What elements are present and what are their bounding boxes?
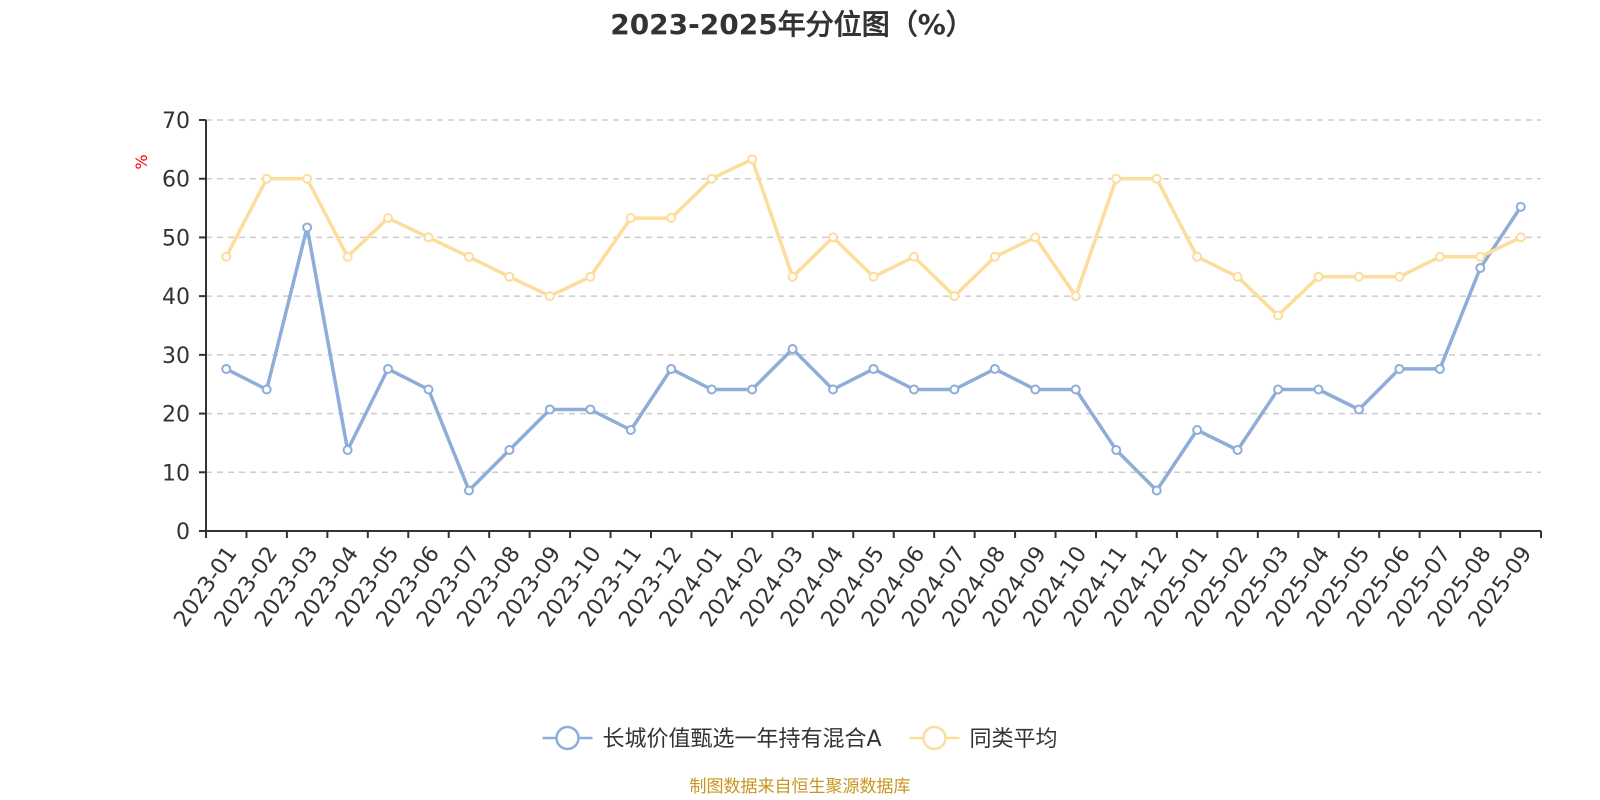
data-point[interactable] xyxy=(221,363,232,374)
data-point[interactable] xyxy=(787,271,798,282)
y-tick-label: 10 xyxy=(162,461,190,486)
data-point[interactable] xyxy=(706,384,717,395)
data-point[interactable] xyxy=(828,384,839,395)
y-tick-label: 50 xyxy=(162,226,190,251)
data-point[interactable] xyxy=(1192,425,1203,436)
data-point[interactable] xyxy=(342,444,353,455)
data-point[interactable] xyxy=(1030,232,1041,243)
data-point[interactable] xyxy=(1070,384,1081,395)
y-tick-label: 40 xyxy=(162,285,190,310)
data-point[interactable] xyxy=(1515,201,1526,212)
y-axis-unit-label: % xyxy=(132,154,151,169)
data-point[interactable] xyxy=(1313,384,1324,395)
data-point[interactable] xyxy=(1313,271,1324,282)
data-point[interactable] xyxy=(868,271,879,282)
data-point[interactable] xyxy=(423,232,434,243)
data-point[interactable] xyxy=(706,173,717,184)
chart-title: 2023-2025年分位图（%） xyxy=(610,8,974,41)
data-point[interactable] xyxy=(342,251,353,262)
data-point[interactable] xyxy=(1070,291,1081,302)
data-point[interactable] xyxy=(302,222,313,233)
data-point[interactable] xyxy=(585,404,596,415)
y-tick-label: 70 xyxy=(162,109,190,134)
series-2 xyxy=(221,154,1526,321)
data-point[interactable] xyxy=(1353,404,1364,415)
data-point[interactable] xyxy=(1475,251,1486,262)
legend-swatch-marker xyxy=(922,725,947,751)
data-point[interactable] xyxy=(1030,384,1041,395)
data-point[interactable] xyxy=(1434,363,1445,374)
data-point[interactable] xyxy=(423,384,434,395)
data-point[interactable] xyxy=(1394,271,1405,282)
data-point[interactable] xyxy=(908,251,919,262)
y-tick-label: 0 xyxy=(176,520,190,545)
data-point[interactable] xyxy=(221,251,232,262)
y-tick-label: 20 xyxy=(162,403,190,428)
y-tick-label: 30 xyxy=(162,344,190,369)
legend-label: 同类平均 xyxy=(970,727,1058,752)
data-point[interactable] xyxy=(625,425,636,436)
data-point[interactable] xyxy=(666,363,677,374)
series-lines xyxy=(221,154,1526,496)
data-point[interactable] xyxy=(666,213,677,224)
legend: 长城价值甄选一年持有混合A 同类平均 xyxy=(542,725,1058,752)
data-point[interactable] xyxy=(1475,262,1486,273)
data-point[interactable] xyxy=(585,271,596,282)
data-point[interactable] xyxy=(949,291,960,302)
data-point[interactable] xyxy=(1273,384,1284,395)
data-point[interactable] xyxy=(828,232,839,243)
data-point[interactable] xyxy=(625,213,636,224)
data-point[interactable] xyxy=(544,404,555,415)
data-point[interactable] xyxy=(261,384,272,395)
data-point[interactable] xyxy=(949,384,960,395)
legend-swatch-marker xyxy=(555,725,580,751)
data-point[interactable] xyxy=(544,291,555,302)
data-point[interactable] xyxy=(1434,251,1445,262)
legend-item-1[interactable]: 长城价值甄选一年持有混合A xyxy=(542,725,882,752)
data-point[interactable] xyxy=(1353,271,1364,282)
data-point[interactable] xyxy=(747,154,758,165)
data-point[interactable] xyxy=(868,363,879,374)
series-line xyxy=(225,205,1523,493)
data-point[interactable] xyxy=(1232,271,1243,282)
series-1 xyxy=(221,201,1526,496)
data-point[interactable] xyxy=(383,213,394,224)
data-point[interactable] xyxy=(1273,310,1284,321)
data-point[interactable] xyxy=(302,173,313,184)
data-point[interactable] xyxy=(1111,173,1122,184)
data-point[interactable] xyxy=(463,251,474,262)
axes: 0102030405060702023-012023-022023-032023… xyxy=(162,109,1542,632)
data-point[interactable] xyxy=(787,343,798,354)
y-tick-label: 60 xyxy=(162,168,190,193)
data-point[interactable] xyxy=(1192,251,1203,262)
data-point[interactable] xyxy=(383,363,394,374)
data-point[interactable] xyxy=(1151,173,1162,184)
data-point[interactable] xyxy=(908,384,919,395)
data-point[interactable] xyxy=(1515,232,1526,243)
data-point[interactable] xyxy=(1151,485,1162,496)
data-point[interactable] xyxy=(504,444,515,455)
source-note: 制图数据来自恒生聚源数据库 xyxy=(690,777,911,797)
data-point[interactable] xyxy=(463,485,474,496)
legend-label: 长城价值甄选一年持有混合A xyxy=(603,727,882,752)
data-point[interactable] xyxy=(1394,363,1405,374)
data-point[interactable] xyxy=(1111,444,1122,455)
data-point[interactable] xyxy=(989,363,1000,374)
data-point[interactable] xyxy=(747,384,758,395)
grid-lines xyxy=(206,119,1541,474)
legend-item-2[interactable]: 同类平均 xyxy=(909,725,1058,752)
data-point[interactable] xyxy=(989,251,1000,262)
data-point[interactable] xyxy=(504,271,515,282)
data-point[interactable] xyxy=(1232,444,1243,455)
data-point[interactable] xyxy=(261,173,272,184)
